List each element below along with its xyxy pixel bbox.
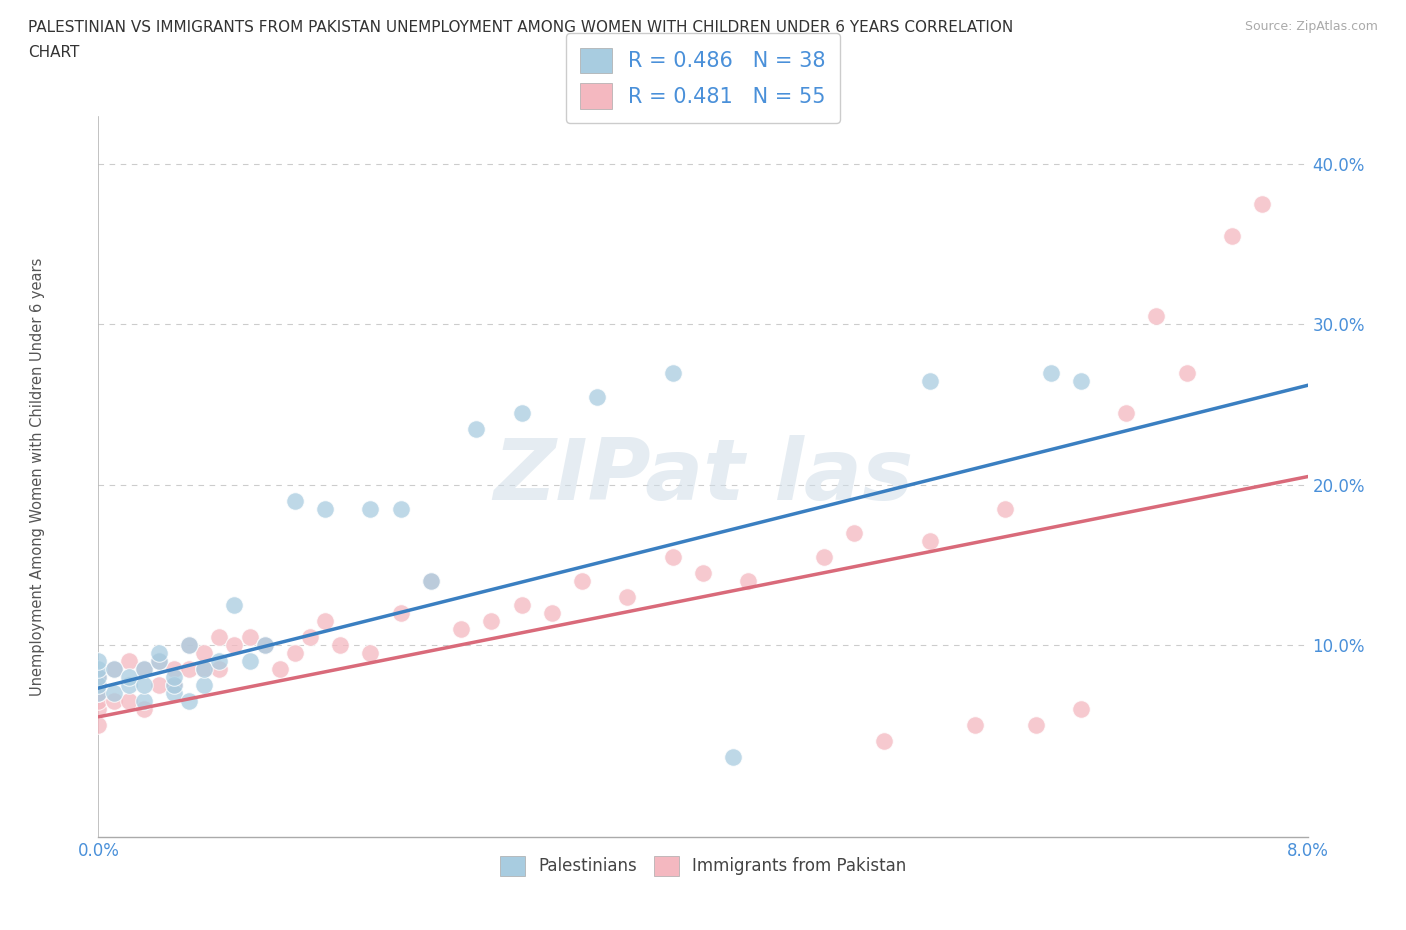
Point <box>360 501 382 516</box>
Point <box>389 501 412 516</box>
Point <box>253 637 276 652</box>
Text: PALESTINIAN VS IMMIGRANTS FROM PAKISTAN UNEMPLOYMENT AMONG WOMEN WITH CHILDREN U: PALESTINIAN VS IMMIGRANTS FROM PAKISTAN … <box>28 20 1014 35</box>
Point <box>1115 405 1137 420</box>
Point <box>103 685 125 700</box>
Point <box>1070 701 1092 716</box>
Point <box>1039 365 1062 380</box>
Point <box>616 590 638 604</box>
Point <box>103 694 125 709</box>
Point <box>1251 197 1274 212</box>
Point <box>1146 309 1168 324</box>
Point <box>510 405 533 420</box>
Point <box>87 670 110 684</box>
Point <box>87 685 110 700</box>
Legend: Palestinians, Immigrants from Pakistan: Palestinians, Immigrants from Pakistan <box>494 849 912 883</box>
Point <box>389 605 412 620</box>
Point <box>163 677 186 692</box>
Point <box>737 573 759 588</box>
Point <box>314 614 336 629</box>
Point <box>132 677 155 692</box>
Text: Unemployment Among Women with Children Under 6 years: Unemployment Among Women with Children U… <box>31 258 45 696</box>
Point <box>193 661 215 676</box>
Point <box>163 677 186 692</box>
Point <box>873 734 896 749</box>
Point <box>87 677 110 692</box>
Point <box>918 533 941 548</box>
Point <box>1175 365 1198 380</box>
Point <box>132 661 155 676</box>
Point <box>1220 229 1243 244</box>
Text: CHART: CHART <box>28 45 80 60</box>
Point <box>118 677 141 692</box>
Point <box>208 661 231 676</box>
Point <box>692 565 714 580</box>
Point <box>179 661 201 676</box>
Point <box>208 630 231 644</box>
Point <box>661 550 683 565</box>
Point <box>87 661 110 676</box>
Point <box>269 661 291 676</box>
Point <box>132 694 155 709</box>
Point <box>481 614 503 629</box>
Point <box>465 421 488 436</box>
Point <box>148 654 170 669</box>
Point <box>540 605 562 620</box>
Point <box>163 670 186 684</box>
Point <box>103 661 125 676</box>
Point <box>118 694 141 709</box>
Point <box>420 573 443 588</box>
Point <box>193 661 215 676</box>
Point <box>1025 717 1047 732</box>
Point <box>103 661 125 676</box>
Point <box>571 573 593 588</box>
Point <box>87 670 110 684</box>
Point <box>148 677 170 692</box>
Point <box>224 637 246 652</box>
Point <box>179 694 201 709</box>
Point <box>994 501 1017 516</box>
Point <box>510 597 533 612</box>
Point <box>239 630 262 644</box>
Point <box>87 685 110 700</box>
Point <box>299 630 322 644</box>
Point <box>87 694 110 709</box>
Point <box>329 637 352 652</box>
Point <box>193 645 215 660</box>
Point <box>253 637 276 652</box>
Point <box>87 717 110 732</box>
Point <box>179 637 201 652</box>
Point <box>813 550 835 565</box>
Point <box>360 645 382 660</box>
Point <box>723 750 745 764</box>
Point <box>193 677 215 692</box>
Point <box>1070 373 1092 388</box>
Point <box>239 654 262 669</box>
Point <box>918 373 941 388</box>
Point <box>208 654 231 669</box>
Point <box>163 685 186 700</box>
Point <box>148 654 170 669</box>
Text: ZIPat las: ZIPat las <box>494 435 912 518</box>
Point <box>284 493 307 508</box>
Point <box>586 389 609 404</box>
Point <box>965 717 987 732</box>
Point <box>661 365 683 380</box>
Point <box>450 621 472 636</box>
Point <box>284 645 307 660</box>
Point <box>148 645 170 660</box>
Point <box>179 637 201 652</box>
Point <box>87 701 110 716</box>
Point <box>224 597 246 612</box>
Point <box>118 654 141 669</box>
Point <box>844 525 866 540</box>
Point <box>87 677 110 692</box>
Text: Source: ZipAtlas.com: Source: ZipAtlas.com <box>1244 20 1378 33</box>
Point <box>132 701 155 716</box>
Point <box>163 661 186 676</box>
Point <box>314 501 336 516</box>
Point <box>87 654 110 669</box>
Point <box>118 670 141 684</box>
Point <box>132 661 155 676</box>
Point <box>420 573 443 588</box>
